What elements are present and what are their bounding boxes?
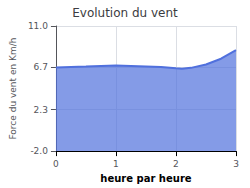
svg-text:0: 0 [53, 159, 59, 169]
svg-text:2: 2 [173, 159, 179, 169]
svg-text:Evolution du vent: Evolution du vent [72, 6, 178, 20]
svg-text:11.0: 11.0 [28, 21, 48, 31]
svg-text:6.7: 6.7 [34, 62, 48, 72]
svg-text:Force du vent en Km/h: Force du vent en Km/h [8, 38, 18, 140]
svg-text:1: 1 [113, 159, 119, 169]
svg-text:3: 3 [233, 159, 239, 169]
svg-text:2.3: 2.3 [34, 105, 48, 115]
svg-text:-2.0: -2.0 [30, 146, 48, 156]
svg-text:heure par heure: heure par heure [100, 173, 191, 184]
